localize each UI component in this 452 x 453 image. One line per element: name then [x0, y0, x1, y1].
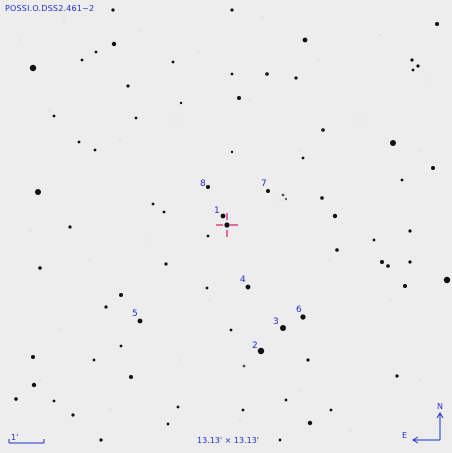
star	[386, 264, 390, 268]
scale-bar	[8, 439, 45, 444]
star	[52, 114, 56, 118]
background-noise	[19, 17, 431, 431]
star	[179, 101, 183, 105]
star	[242, 364, 246, 368]
marker-5-label: 5	[132, 309, 138, 319]
star	[395, 374, 399, 378]
star	[335, 248, 339, 252]
star	[38, 266, 42, 270]
star	[431, 166, 435, 170]
star	[302, 37, 308, 43]
field-of-view-label: 13.13' × 13.13'	[197, 436, 259, 445]
target-crosshair	[216, 213, 238, 237]
star	[171, 60, 175, 64]
star	[416, 64, 420, 68]
star	[237, 96, 241, 100]
star	[162, 210, 166, 214]
star	[35, 189, 41, 195]
star	[300, 314, 306, 320]
star	[119, 344, 123, 348]
marker-3-label: 3	[273, 317, 279, 327]
star	[31, 382, 37, 388]
star	[320, 196, 324, 200]
star	[435, 22, 439, 26]
star	[14, 397, 18, 401]
star	[119, 293, 123, 297]
star	[164, 262, 168, 266]
compass-north-label: N	[437, 402, 443, 411]
star	[321, 128, 325, 132]
star	[245, 284, 251, 290]
marker-1-label: 1	[214, 206, 220, 216]
star	[52, 399, 56, 403]
star	[220, 213, 226, 219]
star	[92, 358, 96, 362]
star	[206, 185, 210, 189]
star	[390, 140, 396, 146]
star	[104, 305, 108, 309]
star	[329, 408, 333, 412]
star	[137, 318, 143, 324]
star	[151, 202, 155, 206]
star	[372, 238, 376, 242]
star	[443, 276, 451, 284]
stars	[14, 8, 451, 442]
star	[284, 398, 288, 402]
star	[265, 72, 269, 76]
star	[307, 420, 313, 426]
star	[31, 355, 35, 359]
star	[111, 41, 117, 47]
star	[166, 422, 170, 426]
star	[206, 234, 210, 238]
star	[332, 213, 338, 219]
star	[241, 408, 245, 412]
star	[80, 58, 84, 62]
star	[380, 260, 384, 264]
star	[280, 325, 286, 331]
star	[111, 8, 115, 12]
marker-7-label: 7	[261, 179, 267, 189]
star	[77, 140, 81, 144]
star	[266, 189, 270, 193]
scale-bar-label: 1'	[11, 433, 19, 442]
star	[408, 229, 412, 233]
marker-6-label: 6	[296, 305, 302, 315]
star	[306, 358, 310, 362]
star	[71, 413, 75, 417]
star	[176, 405, 180, 409]
star	[400, 178, 404, 182]
star	[126, 84, 130, 88]
marker-4-label: 4	[240, 275, 246, 285]
star	[410, 58, 414, 62]
compass-east-label: E	[402, 431, 408, 440]
star	[99, 438, 103, 442]
survey-label: POSSI.O.DSS2.461~2	[5, 4, 95, 13]
star	[68, 225, 72, 229]
star	[257, 347, 265, 355]
star	[408, 260, 412, 264]
compass-arrows	[412, 412, 444, 444]
star	[301, 156, 305, 160]
star	[278, 438, 282, 442]
star	[230, 72, 234, 76]
star	[230, 8, 234, 12]
star	[411, 68, 415, 72]
star	[294, 76, 298, 80]
star	[94, 50, 98, 54]
star	[205, 286, 209, 290]
star	[134, 116, 138, 120]
star	[129, 375, 133, 379]
star	[93, 148, 97, 152]
star	[29, 64, 37, 72]
marker-8-label: 8	[200, 179, 206, 189]
marker-2-label: 2	[252, 341, 258, 351]
star	[230, 150, 234, 154]
star	[229, 328, 233, 332]
star	[281, 193, 285, 197]
star	[403, 284, 407, 288]
star	[284, 197, 288, 201]
target-star	[224, 222, 230, 228]
